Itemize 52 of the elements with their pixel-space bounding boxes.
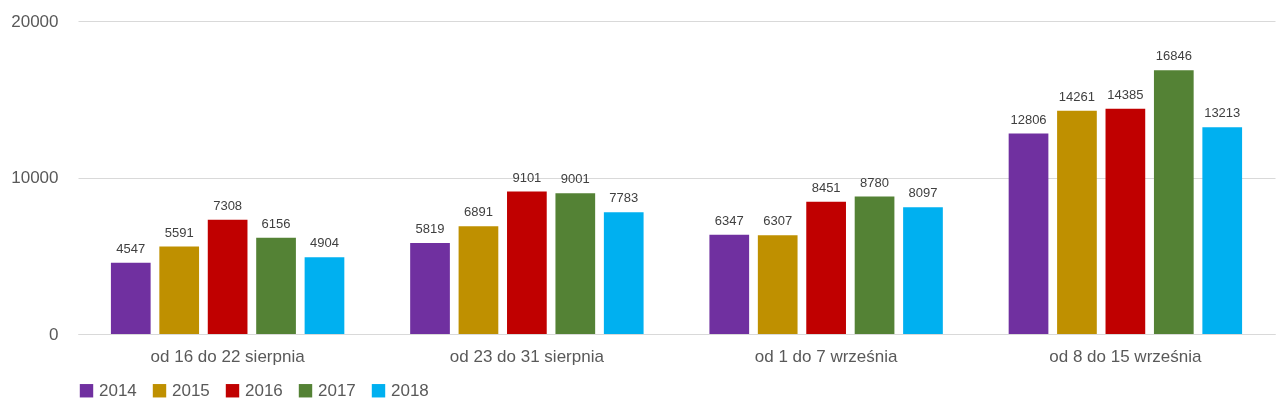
data-label: 8780	[860, 174, 890, 190]
data-label: 8097	[908, 185, 938, 201]
data-label: 7783	[609, 190, 639, 206]
bar	[757, 235, 798, 334]
bar	[854, 196, 895, 334]
bar	[555, 193, 596, 334]
bar	[1153, 70, 1194, 334]
legend-label: 2016	[245, 380, 283, 400]
x-tick-label: od 8 do 15 września	[1049, 346, 1202, 366]
bar	[304, 257, 345, 334]
x-tick-label: od 23 do 31 sierpnia	[449, 346, 605, 366]
data-label: 8451	[811, 179, 841, 195]
bar	[1057, 110, 1097, 334]
y-tick-label: 10000	[11, 168, 59, 187]
bar	[110, 262, 151, 334]
legend-label: 2018	[391, 380, 429, 400]
bar	[458, 226, 499, 334]
bar	[159, 246, 200, 334]
data-label: 9001	[560, 171, 590, 187]
bar	[1105, 108, 1146, 334]
data-label: 5591	[164, 224, 194, 240]
data-label: 6156	[261, 215, 291, 231]
bar	[207, 219, 248, 334]
bar	[709, 234, 750, 334]
legend-label: 2015	[172, 380, 210, 400]
data-label: 16846	[1155, 48, 1192, 64]
y-tick-label: 0	[49, 324, 59, 344]
bar	[1008, 133, 1049, 334]
data-label: 4547	[116, 240, 146, 256]
data-label: 12806	[1010, 111, 1047, 127]
data-label: 13213	[1204, 105, 1241, 121]
data-label: 14261	[1058, 88, 1096, 104]
data-label: 7308	[213, 197, 243, 213]
bar	[903, 207, 943, 334]
data-label: 6307	[763, 213, 793, 229]
data-label: 6347	[714, 212, 744, 228]
x-tick-label: od 1 do 7 września	[754, 346, 899, 366]
bar	[603, 212, 644, 334]
bar	[410, 242, 450, 334]
data-label: 5819	[415, 220, 445, 236]
data-label: 6891	[463, 204, 493, 220]
data-label: 4904	[310, 235, 339, 251]
bar	[1202, 127, 1243, 334]
legend-label: 2017	[318, 380, 356, 400]
y-tick-label: 20000	[11, 11, 59, 31]
data-label: 9101	[512, 169, 542, 185]
x-tick-label: od 16 do 22 sierpnia	[150, 346, 306, 366]
bar	[507, 191, 547, 334]
data-label: 14385	[1107, 86, 1144, 102]
bar	[806, 201, 846, 334]
bar	[256, 237, 296, 334]
legend-label: 2014	[99, 380, 137, 400]
